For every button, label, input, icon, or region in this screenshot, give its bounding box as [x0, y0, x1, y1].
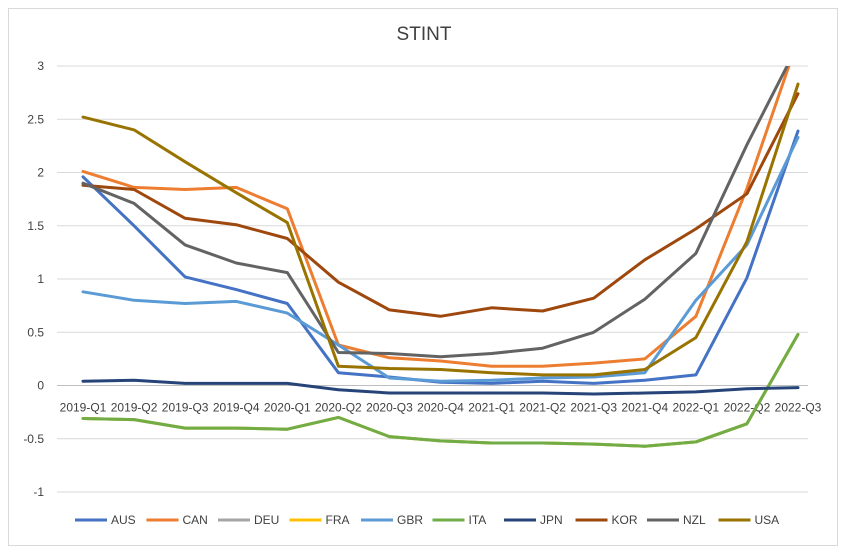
series-line-gbr	[81, 135, 800, 383]
y-tick-label: 0	[37, 379, 44, 393]
x-tick-label: 2021-Q3	[570, 401, 617, 415]
x-tick-label: 2020-Q2	[315, 401, 362, 415]
y-tick-label: -0.5	[23, 432, 44, 446]
legend-label-gbr: GBR	[397, 513, 423, 527]
x-tick-label: 2019-Q3	[162, 401, 209, 415]
y-tick-label: -1	[33, 485, 44, 499]
x-tick-label: 2019-Q2	[111, 401, 158, 415]
legend: AUS CAN DEU FRA GBR ITA JPN KOR NZL USA	[75, 513, 779, 527]
x-tick-label: 2020-Q1	[264, 401, 311, 415]
x-tick-label: 2022-Q3	[775, 401, 822, 415]
x-axis: 2019-Q1 2019-Q2 2019-Q3 2019-Q4 2020-Q1 2020-…	[60, 401, 822, 415]
x-tick-label: 2022-Q1	[673, 401, 720, 415]
x-tick-label: 2021-Q1	[468, 401, 515, 415]
series-line-nzl	[81, 66, 789, 359]
gridlines	[57, 65, 808, 493]
legend-label-deu: DEU	[254, 513, 279, 527]
legend-label-aus: AUS	[111, 513, 136, 527]
series-line-can	[81, 66, 791, 368]
x-tick-label: 2021-Q2	[519, 401, 566, 415]
legend-label-ita: ITA	[469, 513, 487, 527]
x-tick-label: 2022-Q2	[724, 401, 771, 415]
series-line-kor	[81, 92, 800, 318]
legend-label-nzl: NZL	[683, 513, 706, 527]
x-tick-label: 2019-Q4	[213, 401, 260, 415]
y-tick-label: 3	[37, 59, 44, 73]
y-tick-label: 0.5	[27, 325, 44, 339]
series-line-jpn	[81, 378, 800, 396]
y-tick-label: 1	[37, 272, 44, 286]
x-tick-label: 2020-Q3	[366, 401, 413, 415]
x-tick-label: 2021-Q4	[621, 401, 668, 415]
y-tick-label: 1.5	[27, 219, 44, 233]
series-lines	[81, 66, 800, 448]
y-axis: -1 -0.5 0 0.5 1 1.5 2 2.5 3	[23, 59, 44, 499]
legend-label-can: CAN	[183, 513, 208, 527]
x-tick-label: 2019-Q1	[60, 401, 107, 415]
legend-label-jpn: JPN	[540, 513, 563, 527]
legend-label-kor: KOR	[612, 513, 638, 527]
x-tick-label: 2020-Q4	[417, 401, 464, 415]
series-line-ita	[81, 332, 800, 448]
legend-label-usa: USA	[755, 513, 780, 527]
y-tick-label: 2	[37, 166, 44, 180]
chart-title: STINT	[397, 24, 452, 45]
legend-label-fra: FRA	[326, 513, 350, 527]
y-tick-label: 2.5	[27, 112, 44, 126]
series-line-usa	[81, 82, 800, 377]
chart-frame	[8, 8, 838, 546]
